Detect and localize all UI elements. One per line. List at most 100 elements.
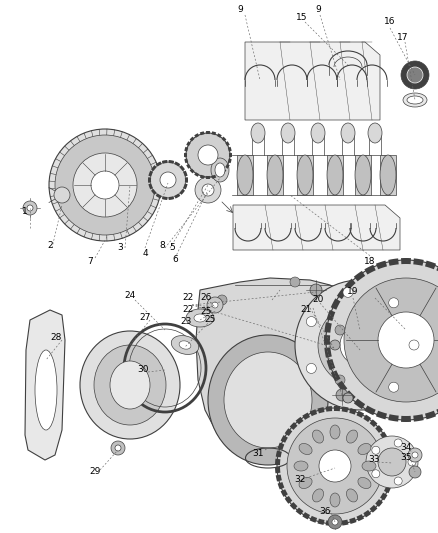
Circle shape [306, 317, 316, 327]
Text: 9: 9 [315, 5, 321, 14]
Polygon shape [245, 42, 380, 120]
Wedge shape [190, 136, 194, 141]
Wedge shape [318, 519, 325, 525]
Circle shape [160, 172, 176, 188]
Polygon shape [196, 278, 348, 460]
Circle shape [330, 340, 340, 350]
Wedge shape [184, 147, 188, 151]
Circle shape [91, 171, 119, 199]
Ellipse shape [297, 155, 313, 195]
Ellipse shape [362, 461, 376, 471]
Circle shape [115, 445, 121, 451]
Wedge shape [349, 518, 357, 524]
Wedge shape [325, 520, 332, 526]
Wedge shape [370, 505, 378, 513]
Wedge shape [345, 390, 356, 401]
Wedge shape [342, 520, 349, 526]
Circle shape [54, 187, 70, 203]
Wedge shape [281, 489, 288, 497]
Ellipse shape [311, 123, 325, 143]
Ellipse shape [94, 345, 166, 425]
Circle shape [412, 452, 418, 458]
Wedge shape [162, 196, 167, 200]
Circle shape [195, 177, 221, 203]
Ellipse shape [407, 96, 423, 104]
Text: 25: 25 [204, 316, 215, 325]
Bar [267, 155, 283, 195]
Circle shape [389, 298, 399, 308]
Circle shape [343, 287, 353, 297]
Wedge shape [302, 512, 310, 520]
Wedge shape [200, 175, 205, 179]
Wedge shape [384, 486, 391, 493]
Wedge shape [324, 335, 330, 345]
Wedge shape [327, 359, 335, 370]
Text: 35: 35 [400, 454, 412, 463]
Ellipse shape [330, 425, 340, 439]
Bar [355, 155, 371, 195]
Text: 30: 30 [137, 366, 149, 375]
Wedge shape [401, 416, 411, 422]
Circle shape [277, 408, 393, 524]
Wedge shape [285, 428, 292, 436]
Text: 23: 23 [180, 318, 192, 327]
Circle shape [343, 393, 353, 403]
Text: 24: 24 [124, 290, 136, 300]
Ellipse shape [237, 155, 253, 195]
Text: 18: 18 [364, 257, 376, 266]
Wedge shape [310, 409, 317, 416]
Polygon shape [25, 310, 65, 460]
Wedge shape [354, 271, 365, 281]
Wedge shape [148, 183, 153, 189]
Circle shape [111, 441, 125, 455]
Circle shape [335, 375, 345, 385]
Ellipse shape [327, 155, 343, 195]
Wedge shape [357, 514, 364, 521]
Wedge shape [390, 463, 395, 469]
Wedge shape [387, 479, 393, 486]
Wedge shape [186, 164, 191, 169]
Circle shape [290, 277, 300, 287]
Ellipse shape [224, 352, 312, 448]
Wedge shape [425, 261, 436, 269]
Wedge shape [364, 265, 376, 274]
Wedge shape [276, 474, 282, 481]
Circle shape [409, 340, 419, 350]
Wedge shape [436, 265, 438, 274]
Text: 31: 31 [252, 448, 264, 457]
Text: 9: 9 [237, 5, 243, 14]
Circle shape [318, 303, 402, 387]
Wedge shape [436, 406, 438, 415]
Ellipse shape [281, 123, 295, 143]
Circle shape [372, 470, 380, 478]
Text: 15: 15 [296, 13, 308, 22]
Wedge shape [357, 411, 364, 418]
Circle shape [310, 284, 322, 296]
Circle shape [198, 145, 218, 165]
Text: 21: 21 [300, 305, 312, 314]
Text: 29: 29 [89, 467, 101, 477]
Wedge shape [342, 407, 349, 413]
Wedge shape [148, 171, 153, 176]
Bar [237, 155, 253, 195]
Polygon shape [233, 205, 400, 250]
Wedge shape [325, 322, 332, 333]
Wedge shape [174, 161, 180, 167]
Circle shape [150, 162, 186, 198]
Wedge shape [380, 432, 388, 439]
Wedge shape [389, 471, 395, 478]
Wedge shape [290, 502, 297, 510]
Wedge shape [229, 153, 232, 157]
Wedge shape [334, 521, 340, 526]
Wedge shape [318, 407, 325, 414]
Ellipse shape [110, 361, 150, 409]
Circle shape [389, 382, 399, 392]
Wedge shape [180, 165, 185, 171]
Wedge shape [364, 415, 371, 422]
Wedge shape [364, 510, 371, 518]
Text: 22: 22 [182, 294, 194, 303]
Wedge shape [206, 131, 210, 134]
Ellipse shape [294, 461, 308, 471]
Circle shape [287, 418, 383, 514]
Wedge shape [375, 499, 383, 507]
